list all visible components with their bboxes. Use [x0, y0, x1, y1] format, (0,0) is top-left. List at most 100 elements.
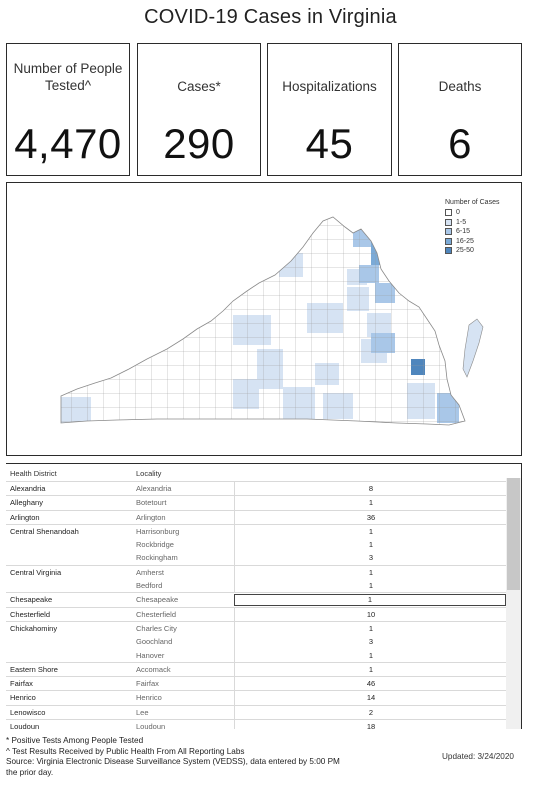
table-row[interactable]: Rockingham 3 [6, 551, 507, 565]
cell-locality: Rockingham [136, 553, 178, 563]
table-scrollbar[interactable] [506, 478, 521, 729]
legend-item: 1-5 [445, 218, 499, 228]
legend-label: 1-5 [456, 218, 467, 226]
legend-swatch [445, 228, 452, 236]
footnote-source-cont: the prior day. [6, 767, 54, 777]
legend-label: 16-25 [456, 237, 474, 245]
cell-case-count[interactable]: 1 [234, 538, 507, 552]
table-header: Health District Locality [6, 464, 506, 481]
cell-case-count[interactable]: 3 [234, 635, 507, 649]
legend-swatch [445, 209, 452, 217]
cell-case-count[interactable]: 1 [234, 579, 507, 593]
legend-item: 16-25 [445, 237, 499, 247]
cell-locality: Charles City [136, 623, 177, 633]
cell-case-count[interactable]: 46 [234, 677, 507, 691]
cell-locality: Loudoun [136, 722, 166, 729]
kpi-cases: Cases* 290 [137, 43, 261, 176]
footnote-tests: ^ Test Results Received by Public Health… [6, 746, 245, 756]
cell-health-district: Chesapeake [10, 595, 53, 605]
header-health-district: Health District [10, 469, 57, 478]
table-row[interactable]: Henrico Henrico 14 [6, 690, 507, 705]
cell-case-count[interactable]: 1 [234, 593, 506, 606]
map-legend: Number of Cases 0 1-5 6-15 16-25 25-50 [445, 199, 499, 256]
table-row[interactable]: Eastern Shore Accomack 1 [6, 661, 507, 677]
footnotes: * Positive Tests Among People Tested ^ T… [6, 736, 340, 778]
cell-locality: Henrico [136, 693, 162, 703]
map-panel: Number of Cases 0 1-5 6-15 16-25 25-50 [6, 182, 522, 456]
table-row[interactable]: Alexandria Alexandria 8 [6, 481, 507, 496]
cell-locality: Fairfax [136, 679, 159, 689]
cell-case-count[interactable]: 1 [234, 662, 507, 677]
kpi-people-tested-value: 4,470 [14, 120, 122, 167]
cell-health-district: Fairfax [10, 679, 33, 689]
cell-health-district: Henrico [10, 693, 36, 703]
cell-case-count[interactable]: 14 [234, 691, 507, 705]
legend-title: Number of Cases [445, 199, 500, 206]
cell-case-count[interactable]: 10 [234, 607, 507, 621]
cell-locality: Accomack [136, 664, 171, 674]
legend-label: 25-50 [456, 247, 474, 255]
header-locality: Locality [136, 469, 162, 478]
table-row[interactable]: Loudoun Loudoun 18 [6, 719, 506, 729]
cell-health-district: Central Virginia [10, 567, 62, 577]
cell-case-count[interactable]: 1 [234, 648, 507, 662]
table-row[interactable]: Hanover 1 [6, 648, 507, 662]
legend-label: 0 [456, 209, 460, 217]
page-title: COVID-19 Cases in Virginia [144, 6, 397, 28]
cell-locality: Chesterfield [136, 609, 177, 619]
table-row[interactable]: Fairfax Fairfax 46 [6, 676, 507, 691]
cell-locality: Bedford [136, 581, 163, 591]
cell-case-count[interactable]: 1 [234, 524, 507, 539]
cell-health-district: Eastern Shore [10, 664, 58, 674]
legend-swatch [445, 247, 452, 255]
cell-case-count[interactable]: 36 [234, 510, 507, 524]
cell-locality: Rockbridge [136, 540, 174, 550]
cases-table: Health District Locality Alexandria Alexa… [6, 463, 522, 729]
table-body: Alexandria Alexandria 8 Alleghany Botetourt 1… [6, 481, 506, 729]
cell-case-count[interactable]: 8 [234, 482, 507, 496]
cell-health-district: Chesterfield [10, 609, 51, 619]
table-row[interactable]: Chesapeake Chesapeake 1 [6, 592, 506, 606]
cell-locality: Harrisonburg [136, 526, 180, 536]
kpi-hospitalizations-label: Hospitalizations [282, 79, 377, 94]
legend-label: 6-15 [456, 228, 471, 236]
kpi-people-tested-label: Number of People Tested^ [13, 61, 123, 93]
footnote-positive: * Positive Tests Among People Tested [6, 736, 144, 745]
table-row[interactable]: Lenowisco Lee 2 [6, 704, 507, 720]
kpi-people-tested: Number of People Tested^ 4,470 [6, 43, 130, 176]
table-row[interactable]: Arlington Arlington 36 [6, 509, 507, 524]
cell-health-district: Chickahominy [10, 623, 58, 633]
scrollbar-thumb[interactable] [507, 478, 520, 590]
table-row[interactable]: Central Shenandoah Harrisonburg 1 [6, 523, 507, 539]
cell-health-district: Alleghany [10, 498, 43, 508]
table-row[interactable]: Rockbridge 1 [6, 538, 507, 552]
table-row[interactable]: Goochland 3 [6, 635, 507, 649]
table-row[interactable]: Bedford 1 [6, 579, 507, 593]
updated-date: Updated: 3/24/2020 [442, 752, 514, 761]
cell-case-count[interactable]: 1 [234, 621, 507, 636]
cell-health-district: Arlington [10, 512, 40, 522]
kpi-hospitalizations-value: 45 [305, 120, 354, 167]
virginia-county-map[interactable] [7, 183, 522, 456]
cell-health-district: Loudoun [10, 722, 40, 729]
legend-swatch [445, 218, 452, 226]
table-row[interactable]: Central Virginia Amherst 1 [6, 564, 507, 580]
cell-locality: Amherst [136, 567, 164, 577]
cell-locality: Lee [136, 707, 149, 717]
table-row[interactable]: Chickahominy Charles City 1 [6, 620, 507, 636]
cell-case-count[interactable]: 1 [234, 496, 507, 510]
table-row[interactable]: Chesterfield Chesterfield 10 [6, 606, 507, 621]
cell-case-count[interactable]: 2 [234, 705, 507, 720]
kpi-deaths: Deaths 6 [398, 43, 522, 176]
cell-health-district: Lenowisco [10, 707, 46, 717]
kpi-cases-label: Cases* [177, 79, 221, 94]
legend-item: 0 [445, 208, 499, 218]
table-row[interactable]: Alleghany Botetourt 1 [6, 495, 507, 510]
cell-locality: Goochland [136, 637, 173, 647]
cell-locality: Alexandria [136, 484, 172, 493]
cell-case-count[interactable]: 18 [234, 720, 507, 729]
legend-item: 25-50 [445, 246, 499, 256]
kpi-deaths-label: Deaths [438, 79, 482, 94]
cell-case-count[interactable]: 3 [234, 551, 507, 565]
cell-case-count[interactable]: 1 [234, 565, 507, 580]
